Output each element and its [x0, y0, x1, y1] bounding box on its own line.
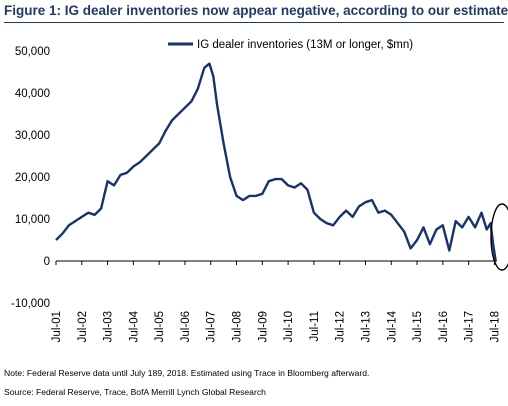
- series-group: [55, 62, 497, 262]
- y-tick-label: 0: [44, 256, 50, 268]
- x-tick-label: Jul-07: [206, 311, 218, 342]
- x-tick-label: Jul-01: [51, 311, 63, 342]
- x-tick-label: Jul-08: [232, 311, 244, 342]
- x-tick-label: Jul-13: [360, 311, 372, 342]
- y-tick-label: 10,000: [15, 214, 50, 226]
- y-tick-label: 40,000: [15, 88, 50, 100]
- x-tick-label: Jul-11: [309, 311, 321, 341]
- y-tick-label: 30,000: [15, 130, 50, 142]
- x-tick-label: Jul-17: [464, 311, 476, 342]
- y-tick-label: 50,000: [15, 46, 50, 58]
- title-divider: [4, 22, 504, 23]
- x-tick-label: Jul-16: [438, 311, 450, 342]
- x-tick-label: Jul-02: [77, 311, 89, 342]
- y-axis: -10,000 0 10,000 20,000 30,000 40,000 50,000: [11, 46, 50, 310]
- chart-title: Figure 1: IG dealer inventories now appe…: [4, 3, 508, 18]
- x-tick-label: Jul-05: [154, 311, 166, 342]
- y-tick-label: 20,000: [15, 172, 50, 184]
- legend-label: IG dealer inventories (13M or longer, $m…: [197, 39, 413, 51]
- y-tick-label: -10,000: [11, 298, 50, 310]
- chart-note: Note: Federal Reserve data until July 18…: [4, 368, 370, 378]
- x-tick-label: Jul-18: [489, 311, 501, 342]
- x-tick-label: Jul-15: [412, 311, 424, 342]
- highlight-ellipse: [490, 203, 508, 271]
- chart-source: Source: Federal Reserve, Trace, BofA Mer…: [4, 387, 266, 397]
- series-line: [55, 62, 497, 262]
- x-tick-label: Jul-14: [386, 310, 398, 342]
- legend: IG dealer inventories (13M or longer, $m…: [168, 39, 413, 51]
- x-tick-label: Jul-09: [257, 311, 269, 342]
- x-tick-label: Jul-04: [128, 310, 140, 342]
- x-tick-label: Jul-10: [283, 311, 295, 342]
- x-tick-label: Jul-03: [103, 311, 115, 342]
- x-tick-label: Jul-12: [335, 311, 347, 342]
- x-axis: Jul-01 Jul-02 Jul-03 Jul-04 Jul-05 Jul-06 Jul-…: [51, 260, 501, 342]
- x-tick-label: Jul-06: [180, 311, 192, 342]
